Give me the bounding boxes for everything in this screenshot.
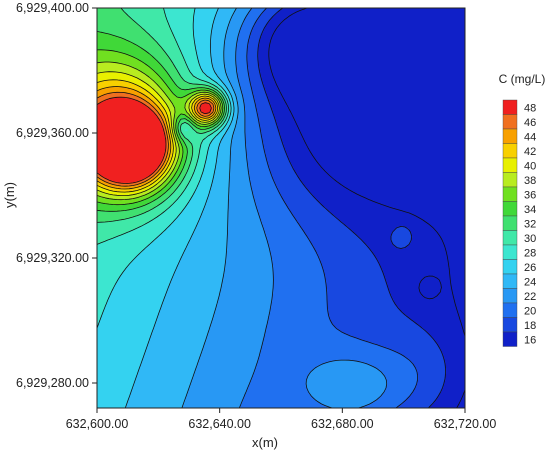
legend-label: 22: [524, 291, 536, 303]
legend-label: 16: [524, 334, 536, 346]
legend-swatch-42: [502, 143, 518, 159]
legend-swatch-32: [502, 215, 518, 231]
legend-swatch-30: [502, 230, 518, 246]
legend-label: 44: [524, 131, 536, 143]
legend-label: 34: [524, 204, 536, 216]
legend-label: 42: [524, 146, 536, 158]
legend-label: 48: [524, 102, 536, 114]
legend-swatch-44: [502, 128, 518, 144]
legend-label: 20: [524, 305, 536, 317]
legend-label: 32: [524, 218, 536, 230]
legend-swatch-34: [502, 201, 518, 217]
contour-line-46: [97, 91, 215, 187]
legend-swatch-24: [502, 273, 518, 289]
legend-label: 36: [524, 189, 536, 201]
legend-label: 28: [524, 247, 536, 259]
contour-line-42: [97, 79, 219, 193]
plot-frame: [96, 7, 466, 409]
legend-swatch-26: [502, 259, 518, 275]
contour-line-26: [124, 8, 235, 408]
x-tick-label: 632,720.00: [434, 417, 497, 431]
legend-swatch-22: [502, 288, 518, 304]
legend-label: 40: [524, 160, 536, 172]
color-legend: 48 46 44 42 40 38 36 34 32 30 28 26 24 22 20 18 16: [502, 99, 536, 347]
legend-swatch-40: [502, 157, 518, 173]
x-tick-label: 632,680.00: [311, 417, 374, 431]
x-axis-title: x(m): [252, 435, 278, 450]
contour-line-36: [97, 49, 224, 206]
contour-line-48: [97, 96, 212, 184]
legend-swatch-18: [502, 317, 518, 333]
legend-label: 30: [524, 233, 536, 245]
y-tick-label: 6,929,400.00: [16, 1, 89, 15]
contour-line-34: [97, 31, 225, 212]
legend-swatch-36: [502, 186, 518, 202]
contour-line-38: [97, 61, 222, 201]
legend-label: 46: [524, 117, 536, 129]
legend-label: 18: [524, 320, 536, 332]
contour-line-40: [97, 71, 220, 196]
contour-line-22: [235, 8, 388, 408]
contour-line-28: [97, 8, 232, 329]
x-tick-label: 632,600.00: [66, 417, 129, 431]
contour-lines: [97, 8, 465, 408]
legend-swatch-20: [502, 302, 518, 318]
contour-line-24: [181, 8, 239, 408]
contour-line-16: [268, 8, 465, 408]
legend-swatch-28: [502, 244, 518, 260]
contour-line-18: [257, 8, 446, 408]
legend-swatch-46: [502, 114, 518, 130]
y-axis: 6,929,280.00 6,929,320.00 6,929,360.00 6,92…: [16, 1, 97, 390]
contour-line-20: [246, 8, 418, 408]
x-tick-label: 632,640.00: [188, 417, 251, 431]
legend-title: C (mg/L): [499, 72, 546, 86]
legend-label: 26: [524, 262, 536, 274]
contour-line-30: [97, 8, 229, 245]
y-tick-label: 6,929,360.00: [16, 126, 89, 140]
y-axis-title: y(m): [2, 182, 17, 208]
legend-swatch-48: [502, 99, 518, 115]
contour-line-44: [97, 86, 217, 190]
y-tick-label: 6,929,320.00: [16, 251, 89, 265]
contour-fill: [97, 8, 465, 408]
legend-swatch-16: [502, 331, 518, 347]
y-tick-label: 6,929,280.00: [16, 376, 89, 390]
legend-label: 24: [524, 276, 536, 288]
legend-swatch-38: [502, 172, 518, 188]
legend-label: 38: [524, 175, 536, 187]
x-axis: 632,600.00 632,640.00 632,680.00 632,720.00: [66, 408, 497, 431]
